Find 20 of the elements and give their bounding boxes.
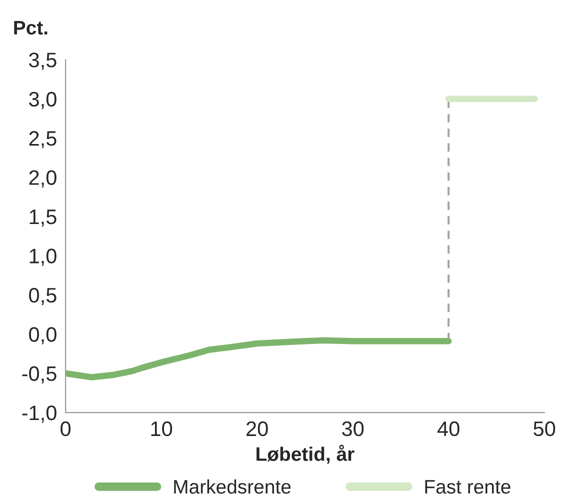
x-axis-title: Løbetid, år [256,444,354,464]
y-tick-label: -0,5 [22,366,56,384]
y-tick-label: 2,5 [29,131,56,148]
x-tick-label: 20 [246,421,268,436]
y-tick-label: 3,5 [29,52,56,70]
legend-label: Markedsrente [174,479,291,494]
y-tick-label: 1,0 [30,248,56,266]
y-tick-label: 0,0 [29,327,56,344]
x-tick-label: 0 [60,421,71,436]
y-axis-title: Pct. [14,21,48,35]
x-tick-label: 10 [151,421,172,436]
y-tick-label: -1,0 [22,406,56,423]
x-tick-label: 30 [342,421,364,436]
x-tick-label: 50 [534,421,556,436]
y-tick-label: 2,0 [29,170,56,188]
x-tick-label: 40 [437,421,460,436]
y-tick-label: 3,0 [29,92,56,110]
legend-label: Fast rente [425,480,510,494]
y-tick-label: 1,5 [30,210,56,227]
y-tick-label: 0,5 [29,288,56,306]
